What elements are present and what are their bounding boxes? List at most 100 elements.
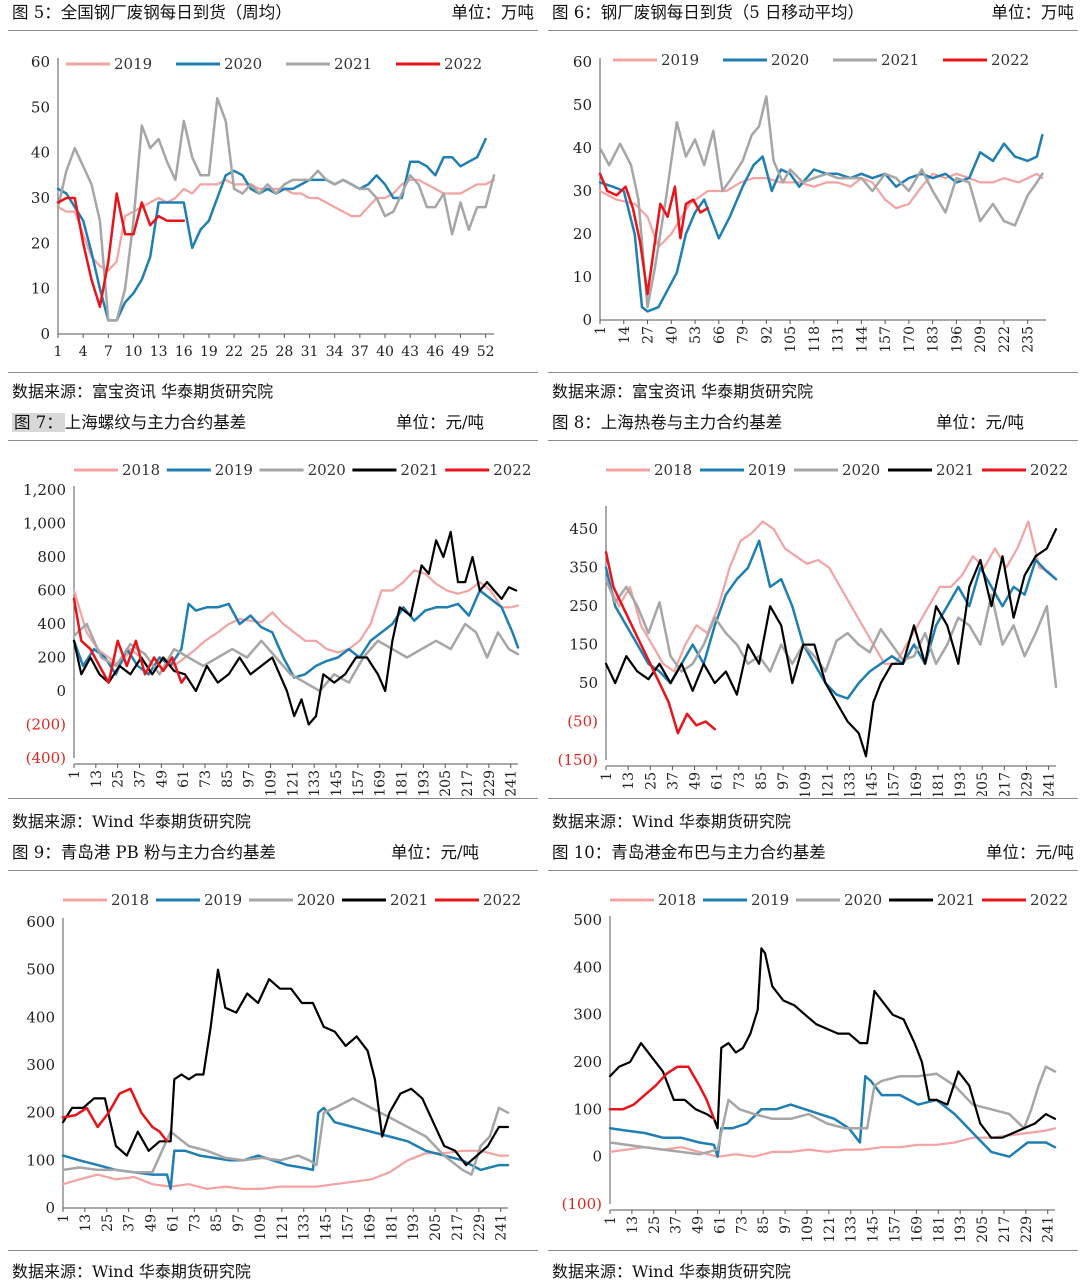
x-tick-label: 133 xyxy=(297,1214,313,1241)
source-note: 数据来源：Wind 华泰期货研究院 xyxy=(552,812,791,831)
x-tick-label: 13 xyxy=(625,1216,641,1234)
chart-title: 图 10：青岛港金布巴与主力合约基差 xyxy=(552,843,826,862)
x-tick-label: 169 xyxy=(362,1214,378,1241)
x-tick-label: 105 xyxy=(783,326,799,353)
y-tick-label: 200 xyxy=(37,649,66,667)
x-tick-label: 46 xyxy=(426,344,444,360)
x-tick-label: 205 xyxy=(428,1214,444,1241)
x-tick-label: 34 xyxy=(326,344,344,360)
x-tick-label: 13 xyxy=(621,772,637,790)
x-tick-label: 205 xyxy=(438,770,454,796)
title-rule xyxy=(8,870,538,871)
y-tick-label: 60 xyxy=(573,53,592,71)
legend-label-2020: 2020 xyxy=(771,51,809,69)
series-line-2020 xyxy=(72,622,520,693)
y-tick-label: 50 xyxy=(573,96,592,114)
source-rule xyxy=(8,1250,538,1251)
x-tick-label: 133 xyxy=(842,772,858,796)
x-tick-label: 1 xyxy=(593,326,609,335)
y-tick-label: (200) xyxy=(26,716,66,734)
x-tick-label: 37 xyxy=(669,1216,685,1234)
x-tick-label: 14 xyxy=(617,326,633,344)
x-tick-label: 121 xyxy=(822,1216,838,1243)
title-rule xyxy=(8,30,538,31)
source-note: 数据来源：富宝资讯 华泰期货研究院 xyxy=(552,382,814,401)
y-tick-label: 10 xyxy=(31,280,50,298)
chart-title-bar: 图 5：全国钢厂废钢每日到货（周均） 单位：万吨 xyxy=(12,0,534,28)
x-tick-label: 92 xyxy=(759,326,775,344)
legend-label-2021: 2021 xyxy=(390,891,428,909)
series-line-2019 xyxy=(61,1106,510,1191)
x-tick-label: 73 xyxy=(198,770,214,788)
series-line-2022 xyxy=(72,597,187,684)
chart-title: 图 9：青岛港 PB 粉与主力合约基差 xyxy=(12,843,276,862)
x-tick-label: 145 xyxy=(319,1214,335,1241)
chart-fig8: (150) (50) 50 150 250 350 450 1 13 25 37 49 61 73 85 97… xyxy=(558,461,1069,796)
x-tick-label: 37 xyxy=(122,1214,138,1232)
x-tick-label: 25 xyxy=(250,344,268,360)
y-tick-label: 250 xyxy=(569,597,598,615)
y-tick-label: 800 xyxy=(37,548,66,566)
y-tick-label: 0 xyxy=(45,1199,55,1217)
x-tick-label: 13 xyxy=(150,344,168,360)
x-tick-label: 61 xyxy=(712,1216,728,1234)
x-tick-label: 53 xyxy=(688,326,704,344)
legend-label-2022: 2022 xyxy=(991,51,1029,69)
plot-area: (100) 0 100 200 300 400 500 1 13 25 37 49 61 73 85 97 10… xyxy=(562,891,1069,1243)
y-tick-label: 100 xyxy=(26,1151,55,1169)
x-tick-label: 157 xyxy=(351,770,367,796)
x-tick-label: 13 xyxy=(89,770,105,788)
x-tick-label: 1 xyxy=(603,1216,619,1225)
plot-area: (150) (50) 50 150 250 350 450 1 13 25 37 49 61 73 85 97… xyxy=(558,461,1069,796)
chart-title-bar: 图 7： 上海螺纹与主力合约基差 单位：元/吨 xyxy=(12,410,534,438)
y-tick-label: 450 xyxy=(569,520,598,538)
y-tick-label: 0 xyxy=(40,325,50,343)
x-tick-label: 19 xyxy=(200,344,218,360)
x-tick-label: 61 xyxy=(176,770,192,788)
series-line-2022 xyxy=(598,172,710,296)
source-rule xyxy=(8,798,538,799)
source-rule xyxy=(548,798,1078,799)
y-tick-label: (400) xyxy=(26,749,66,767)
chart-title-bar: 图 6：钢厂废钢每日到货（5 日移动平均） 单位：万吨 xyxy=(552,0,1074,28)
plot-area: (400) (200) 0 200 400 600 800 1,000 1,200 1 13 25 37… xyxy=(23,461,531,796)
x-tick-label: 169 xyxy=(909,1216,925,1243)
unit-label: 单位：元/吨 xyxy=(985,843,1074,862)
title-rule xyxy=(548,440,1078,441)
x-tick-label: 37 xyxy=(665,772,681,790)
x-tick-label: 229 xyxy=(1019,1216,1035,1243)
chart-fig7: (400) (200) 0 200 400 600 800 1,000 1,200 1 13 25 37… xyxy=(23,461,531,796)
x-tick-label: 181 xyxy=(931,1216,947,1243)
x-tick-label: 217 xyxy=(450,1214,466,1241)
legend-label-2021: 2021 xyxy=(936,461,974,479)
x-tick-label: 157 xyxy=(888,1216,904,1243)
legend-label-2021: 2021 xyxy=(937,891,975,909)
source-rule xyxy=(548,372,1078,373)
x-tick-label: 27 xyxy=(641,326,657,344)
x-tick-label: 133 xyxy=(844,1216,860,1243)
y-tick-label: (100) xyxy=(562,1195,602,1213)
series-line-2019 xyxy=(608,1074,1057,1158)
title-rule xyxy=(8,440,538,441)
legend-label-2018: 2018 xyxy=(122,461,160,479)
source-note: 数据来源：富宝资讯 华泰期货研究院 xyxy=(12,382,274,401)
x-tick-label: 49 xyxy=(691,1216,707,1234)
legend-label-2020: 2020 xyxy=(844,891,882,909)
x-tick-label: 73 xyxy=(732,772,748,790)
series-line-2022 xyxy=(604,551,717,735)
y-tick-label: 20 xyxy=(573,225,592,243)
source-note: 数据来源：Wind 华泰期货研究院 xyxy=(552,1262,791,1281)
figure-number: 图 7： xyxy=(12,413,65,432)
x-tick-label: 181 xyxy=(931,772,947,796)
x-tick-label: 181 xyxy=(395,770,411,796)
x-tick-label: 1 xyxy=(54,344,63,360)
unit-label: 单位：万吨 xyxy=(991,3,1075,22)
series-line-2021 xyxy=(598,95,1044,309)
legend-label-2020: 2020 xyxy=(224,55,262,73)
y-tick-label: 40 xyxy=(573,139,592,157)
x-tick-label: 73 xyxy=(734,1216,750,1234)
legend-label-2019: 2019 xyxy=(204,891,242,909)
panel-fig5: 图 5：全国钢厂废钢每日到货（周均） 单位：万吨 0 10 20 30 40 50 60 1 4… xyxy=(8,0,538,428)
legend-label-2019: 2019 xyxy=(215,461,253,479)
x-tick-label: 31 xyxy=(301,344,319,360)
